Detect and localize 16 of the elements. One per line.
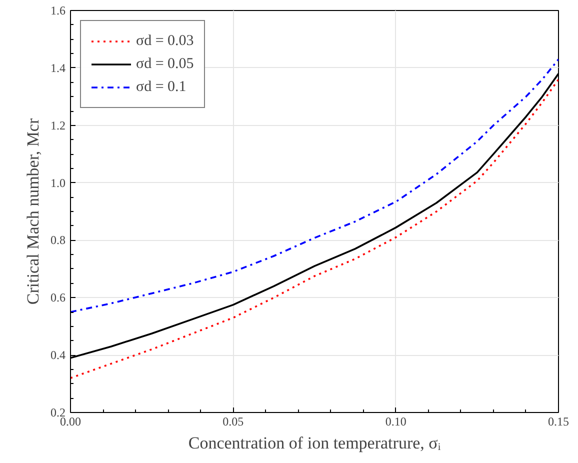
y-tick-label: 1.6 (50, 4, 66, 18)
y-tick-label: 1.4 (50, 60, 66, 75)
y-axis-title: Critical Mach number, Mcr (24, 118, 42, 305)
x-tick-label: 0.15 (548, 414, 569, 428)
y-tick-label: 0.4 (50, 348, 66, 362)
y-tick-label: 1.0 (50, 176, 66, 190)
x-tick-label: 0.10 (385, 414, 406, 428)
legend-label: σd = 0.1 (136, 78, 186, 96)
y-tick-label: 0.6 (50, 290, 66, 305)
x-tick-label: 0.05 (222, 414, 244, 428)
legend-label: σd = 0.05 (136, 56, 194, 72)
legend-label: σd = 0.03 (136, 32, 194, 50)
y-tick-label: 0.8 (50, 233, 66, 248)
x-axis-title: Concentration of ion temperatrure, σᵢ (188, 434, 441, 452)
y-tick-label: 1.2 (50, 118, 66, 132)
line-series (70, 58, 558, 313)
